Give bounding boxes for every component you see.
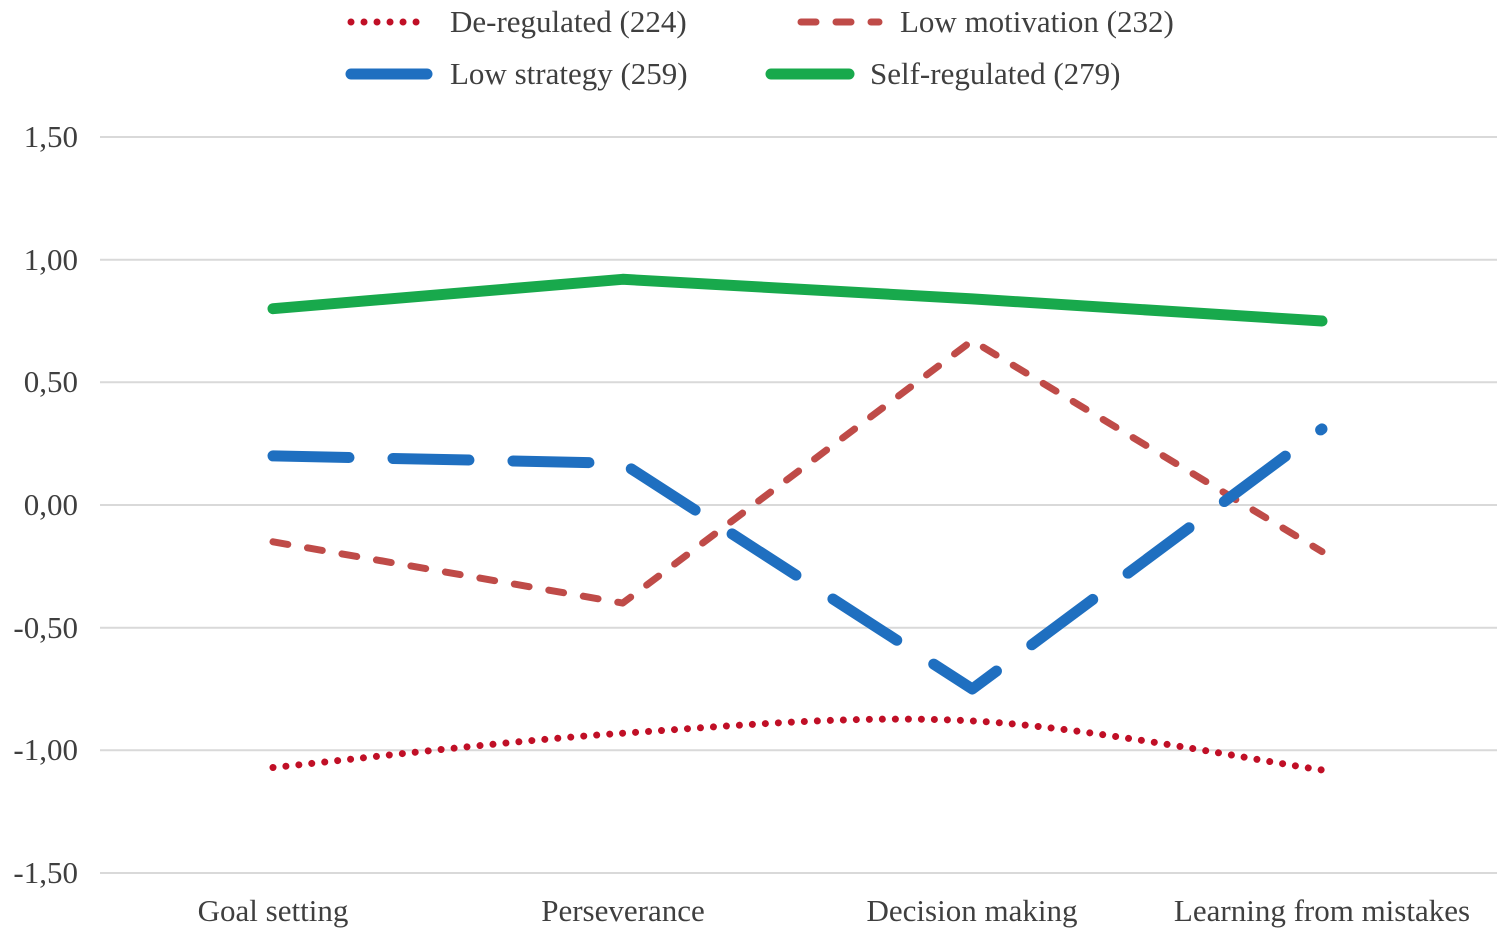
legend-item-de-regulated: De-regulated (224) [345, 2, 687, 42]
x-axis-category-label: Decision making [866, 893, 1078, 928]
y-axis-tick-label: 0,00 [23, 487, 78, 522]
legend-item-low-strategy: Low strategy (259) [345, 54, 688, 94]
legend-swatch-dotted-icon [347, 18, 433, 26]
legend-label: Low strategy (259) [450, 56, 688, 91]
legend-label: Low motivation (232) [900, 4, 1174, 39]
x-axis-category-label: Perseverance [541, 893, 705, 928]
legend-item-self-regulated: Self-regulated (279) [765, 54, 1120, 94]
y-axis-tick-label: 1,00 [23, 242, 78, 277]
y-axis-tick-label: 1,50 [23, 119, 78, 154]
legend-item-low-motivation: Low motivation (232) [795, 2, 1174, 42]
legend-label: De-regulated (224) [450, 4, 687, 39]
x-axis-category-label: Goal setting [197, 893, 349, 928]
legend-swatch-solid-blue-icon [345, 68, 435, 80]
legend-swatch-dashed-icon [797, 18, 883, 26]
legend-swatch-solid-green-icon [765, 68, 855, 80]
y-axis-tick-label: -0,50 [13, 610, 78, 645]
y-axis-tick-label: 0,50 [23, 364, 78, 399]
y-axis-tick-label: -1,50 [13, 855, 78, 890]
legend-label: Self-regulated (279) [870, 56, 1121, 91]
y-axis-tick-label: -1,00 [13, 732, 78, 767]
x-axis-category-label: Learning from mistakes [1173, 893, 1471, 928]
